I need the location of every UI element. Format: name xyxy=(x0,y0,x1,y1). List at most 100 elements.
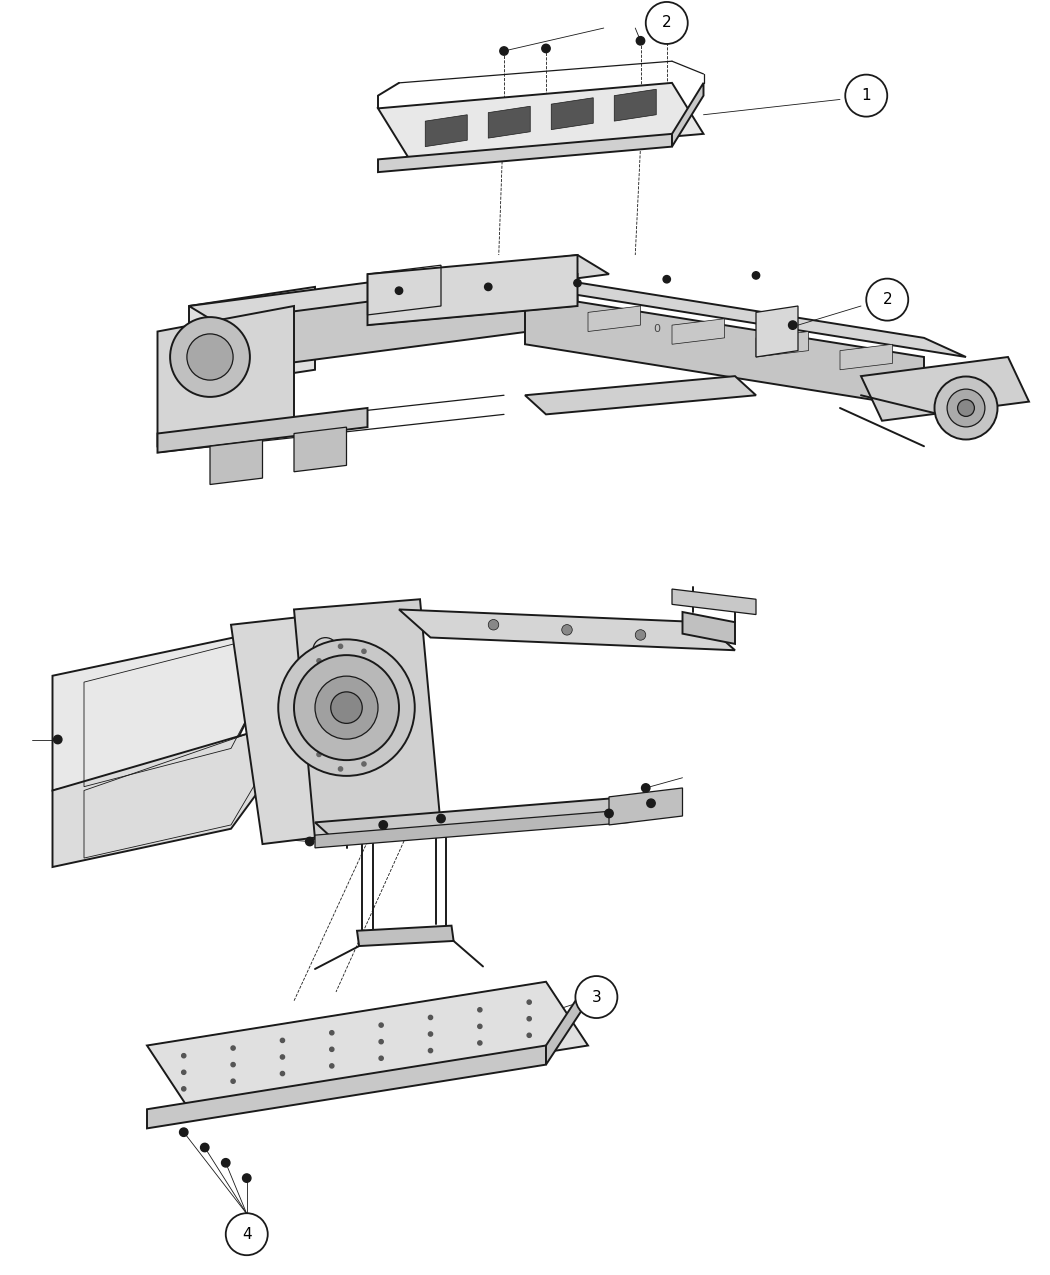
Circle shape xyxy=(338,644,342,649)
Circle shape xyxy=(380,740,384,743)
Circle shape xyxy=(380,672,384,676)
Circle shape xyxy=(663,34,671,42)
Circle shape xyxy=(386,705,391,710)
Circle shape xyxy=(636,37,645,45)
Polygon shape xyxy=(147,1046,546,1128)
Circle shape xyxy=(379,1056,383,1061)
Polygon shape xyxy=(525,376,756,414)
Polygon shape xyxy=(609,788,683,825)
Polygon shape xyxy=(588,306,640,332)
Circle shape xyxy=(231,1046,235,1051)
Polygon shape xyxy=(672,319,724,344)
Circle shape xyxy=(280,1038,285,1043)
Polygon shape xyxy=(294,599,441,839)
Circle shape xyxy=(635,630,646,640)
Circle shape xyxy=(789,321,797,329)
Polygon shape xyxy=(525,274,966,357)
Circle shape xyxy=(243,1174,251,1182)
Polygon shape xyxy=(525,293,924,408)
Polygon shape xyxy=(189,287,315,389)
Circle shape xyxy=(542,45,550,52)
Circle shape xyxy=(201,1144,209,1151)
Circle shape xyxy=(182,1070,186,1075)
Polygon shape xyxy=(614,89,656,121)
Polygon shape xyxy=(672,589,756,615)
Circle shape xyxy=(330,1047,334,1052)
Polygon shape xyxy=(399,609,735,650)
Polygon shape xyxy=(210,440,262,484)
Text: 0: 0 xyxy=(653,324,659,334)
Circle shape xyxy=(605,810,613,817)
Circle shape xyxy=(428,1048,433,1053)
Polygon shape xyxy=(551,98,593,130)
Circle shape xyxy=(574,279,582,287)
Polygon shape xyxy=(189,274,578,376)
Polygon shape xyxy=(357,926,454,946)
Circle shape xyxy=(315,676,378,739)
Circle shape xyxy=(379,1023,383,1028)
Text: 2: 2 xyxy=(662,15,672,31)
Polygon shape xyxy=(861,357,1029,421)
Circle shape xyxy=(331,692,362,723)
Circle shape xyxy=(437,815,445,822)
Circle shape xyxy=(428,1031,433,1037)
Circle shape xyxy=(488,620,499,630)
Circle shape xyxy=(294,655,399,760)
Polygon shape xyxy=(147,982,588,1109)
Circle shape xyxy=(947,389,985,427)
Polygon shape xyxy=(425,115,467,147)
Polygon shape xyxy=(158,306,294,446)
Polygon shape xyxy=(315,797,651,842)
Circle shape xyxy=(395,287,403,295)
Circle shape xyxy=(934,376,997,440)
Text: 4: 4 xyxy=(242,1227,252,1242)
Polygon shape xyxy=(682,612,735,644)
Circle shape xyxy=(231,1079,235,1084)
Polygon shape xyxy=(158,408,368,453)
Circle shape xyxy=(222,1159,230,1167)
Text: 2: 2 xyxy=(882,292,892,307)
Circle shape xyxy=(226,1214,268,1255)
Circle shape xyxy=(306,838,314,845)
Circle shape xyxy=(958,399,974,417)
Circle shape xyxy=(500,47,508,55)
Polygon shape xyxy=(52,714,315,867)
Text: 1: 1 xyxy=(861,88,872,103)
Circle shape xyxy=(231,1062,235,1067)
Polygon shape xyxy=(756,306,798,357)
Polygon shape xyxy=(294,427,346,472)
Circle shape xyxy=(527,1033,531,1038)
Circle shape xyxy=(338,766,342,771)
Circle shape xyxy=(527,1000,531,1005)
Circle shape xyxy=(752,272,760,279)
Circle shape xyxy=(182,1086,186,1091)
Circle shape xyxy=(280,1054,285,1060)
Circle shape xyxy=(304,723,309,727)
Polygon shape xyxy=(840,344,892,370)
Circle shape xyxy=(478,1007,482,1012)
Polygon shape xyxy=(378,83,704,159)
Circle shape xyxy=(170,317,250,397)
Circle shape xyxy=(575,977,617,1017)
Circle shape xyxy=(845,75,887,116)
Circle shape xyxy=(278,639,415,776)
Circle shape xyxy=(379,821,387,829)
Circle shape xyxy=(280,1071,285,1076)
Circle shape xyxy=(182,1053,186,1058)
Circle shape xyxy=(386,705,391,710)
Circle shape xyxy=(362,649,366,653)
Polygon shape xyxy=(231,609,388,844)
Circle shape xyxy=(187,334,233,380)
Circle shape xyxy=(428,1015,433,1020)
Circle shape xyxy=(180,1128,188,1136)
Polygon shape xyxy=(546,982,588,1065)
Circle shape xyxy=(866,279,908,320)
Circle shape xyxy=(330,1063,334,1068)
Circle shape xyxy=(317,752,321,756)
Circle shape xyxy=(484,283,491,291)
Text: 3: 3 xyxy=(591,989,602,1005)
Circle shape xyxy=(379,1039,383,1044)
Circle shape xyxy=(646,3,688,43)
Polygon shape xyxy=(378,134,672,172)
Polygon shape xyxy=(488,106,530,138)
